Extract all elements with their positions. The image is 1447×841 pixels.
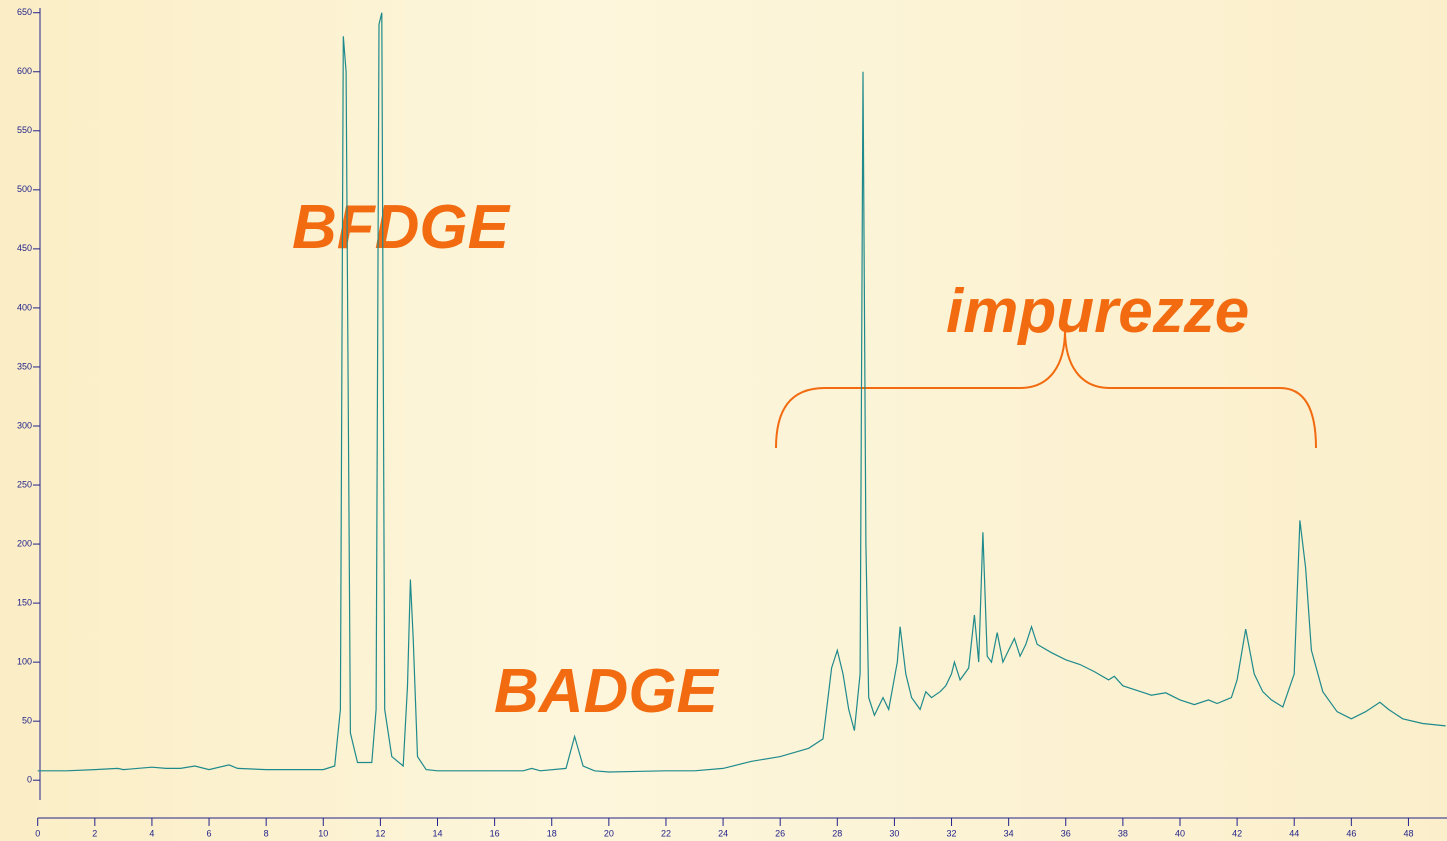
y-tick-label: 650 <box>17 7 32 17</box>
x-tick-label: 20 <box>604 828 614 838</box>
x-tick-label: 10 <box>318 828 328 838</box>
x-tick-label: 34 <box>1004 828 1014 838</box>
x-tick-label: 42 <box>1232 828 1242 838</box>
x-tick-label: 32 <box>947 828 957 838</box>
x-tick-label: 28 <box>832 828 842 838</box>
x-tick-label: 36 <box>1061 828 1071 838</box>
y-tick-label: 400 <box>17 302 32 312</box>
x-tick-label: 6 <box>207 828 212 838</box>
x-tick-label: 2 <box>92 828 97 838</box>
x-tick-label: 4 <box>149 828 154 838</box>
annotation: BFDGE <box>292 193 511 262</box>
x-tick-label: 22 <box>661 828 671 838</box>
x-tick-label: 40 <box>1175 828 1185 838</box>
x-tick-label: 18 <box>547 828 557 838</box>
annotation: BADGE <box>494 657 720 726</box>
x-tick-label: 14 <box>432 828 442 838</box>
annotation: impurezze <box>946 277 1249 346</box>
x-tick-label: 44 <box>1289 828 1299 838</box>
y-tick-label: 250 <box>17 479 32 489</box>
x-tick-label: 30 <box>889 828 899 838</box>
y-tick-label: 500 <box>17 184 32 194</box>
x-tick-label: 16 <box>490 828 500 838</box>
x-tick-label: 46 <box>1346 828 1356 838</box>
x-tick-label: 8 <box>264 828 269 838</box>
x-tick-label: 48 <box>1403 828 1413 838</box>
y-tick-label: 300 <box>17 420 32 430</box>
y-tick-label: 100 <box>17 657 32 667</box>
y-tick-label: 550 <box>17 125 32 135</box>
y-tick-label: 200 <box>17 538 32 548</box>
chromatogram-line <box>37 12 1446 773</box>
y-tick-label: 0 <box>27 775 32 785</box>
y-tick-label: 50 <box>22 716 32 726</box>
brace <box>775 329 1317 449</box>
x-tick-label: 0 <box>35 828 40 838</box>
y-tick-label: 450 <box>17 243 32 253</box>
x-tick-label: 12 <box>375 828 385 838</box>
y-tick-label: 150 <box>17 597 32 607</box>
x-tick-label: 26 <box>775 828 785 838</box>
y-tick-label: 350 <box>17 361 32 371</box>
x-tick-label: 24 <box>718 828 728 838</box>
x-tick-label: 38 <box>1118 828 1128 838</box>
y-tick-label: 600 <box>17 66 32 76</box>
